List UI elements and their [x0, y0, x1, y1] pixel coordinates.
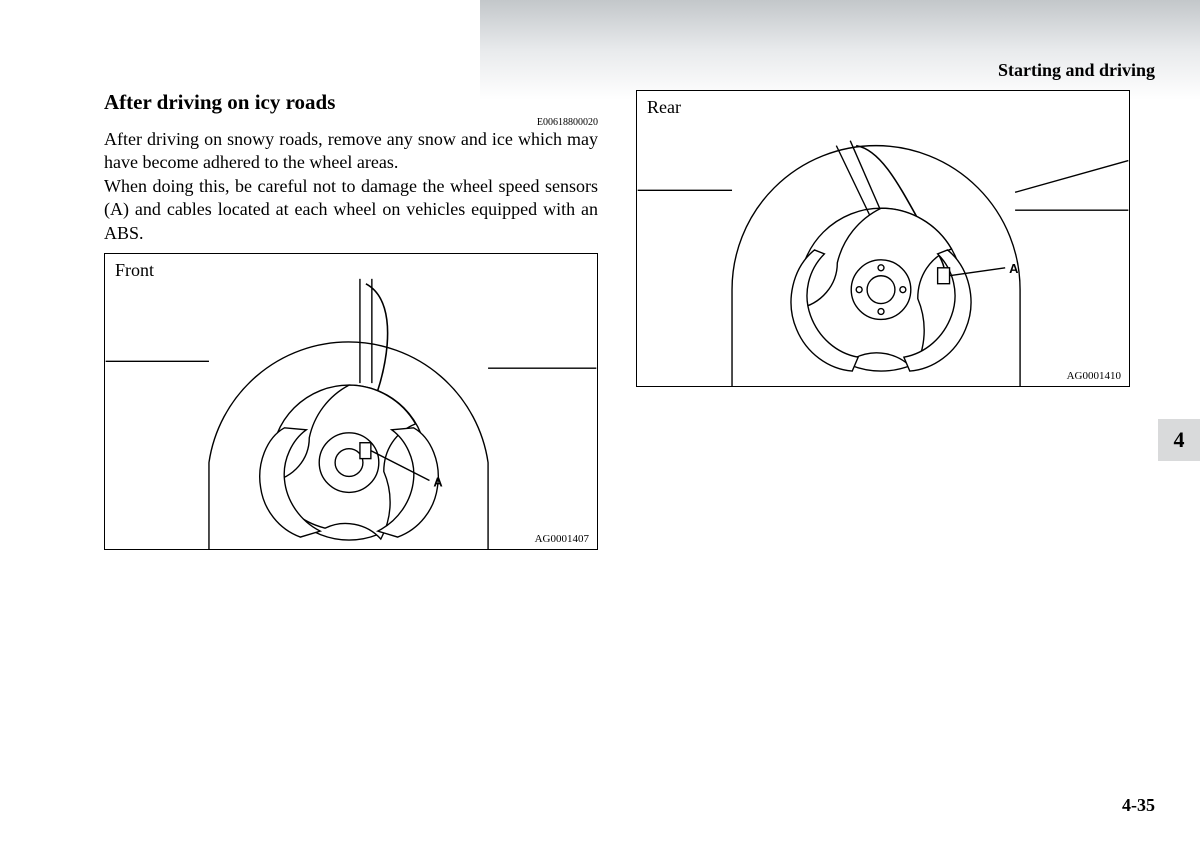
figure-rear: Rear [636, 90, 1130, 387]
paragraph-1: After driving on snowy roads, remove any… [104, 128, 598, 175]
section-header: Starting and driving [998, 60, 1155, 81]
chapter-tab: 4 [1158, 419, 1200, 461]
header-gradient [480, 0, 1200, 100]
front-brake-diagram: A [105, 254, 597, 549]
document-code: E00618800020 [104, 117, 598, 128]
rear-sensor-label: A [1009, 261, 1018, 276]
left-column: After driving on icy roads E00618800020 … [104, 90, 598, 550]
front-sensor-label: A [433, 474, 442, 489]
figure-front: Front [104, 253, 598, 550]
heading: After driving on icy roads [104, 90, 598, 115]
chapter-number: 4 [1174, 427, 1185, 453]
right-column: Rear [636, 90, 1130, 387]
figure-rear-ref: AG0001410 [1067, 370, 1121, 382]
page-number: 4-35 [1122, 795, 1155, 816]
paragraph-2: When doing this, be careful not to damag… [104, 175, 598, 245]
figure-front-ref: AG0001407 [535, 533, 589, 545]
rear-brake-diagram: A [637, 91, 1129, 386]
